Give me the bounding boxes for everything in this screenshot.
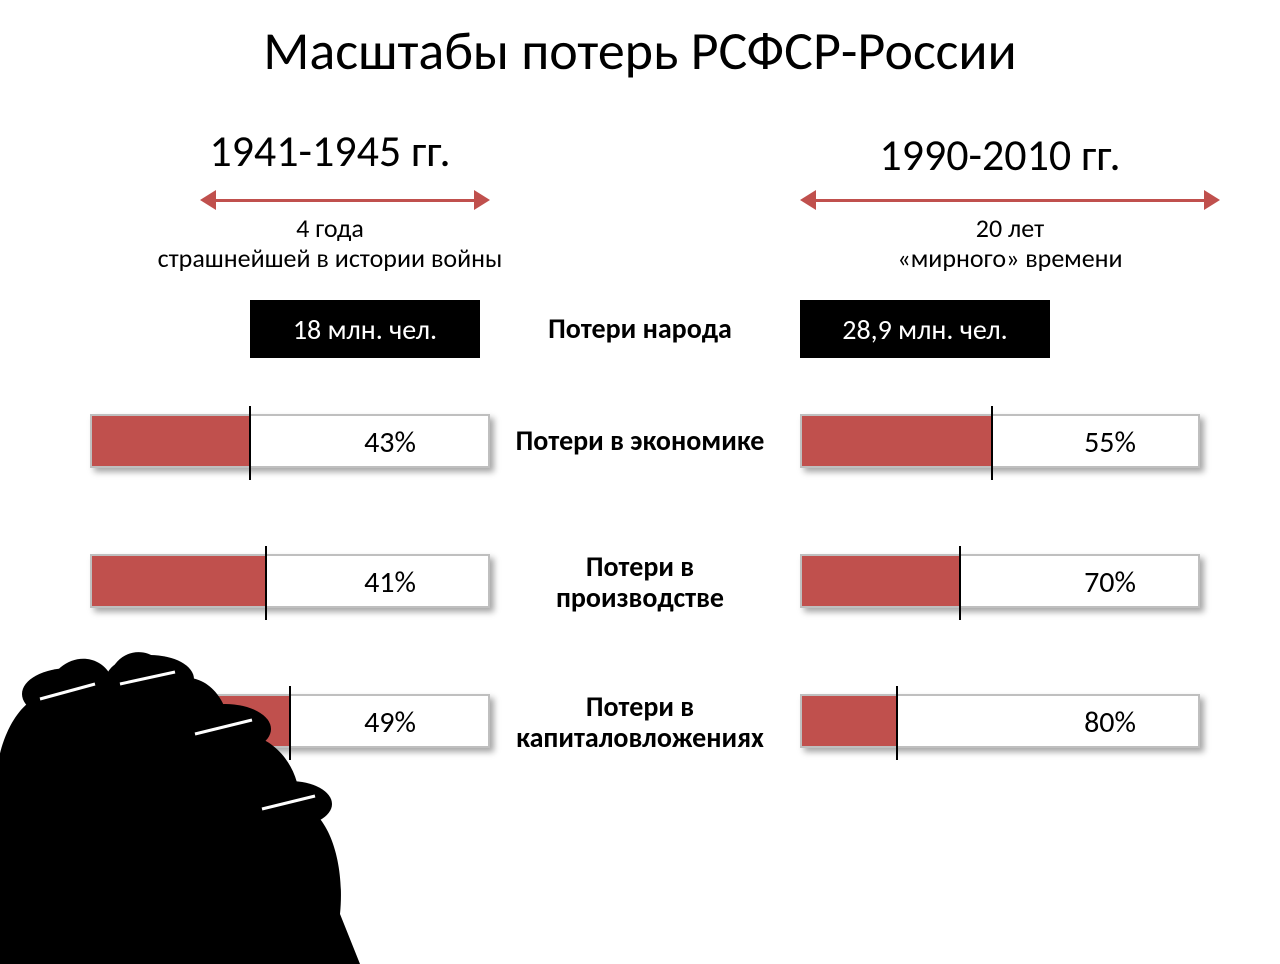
- bar-left-3-label: 49%: [340, 704, 440, 741]
- bar-fill: [802, 696, 897, 746]
- blackbox-left: 18 млн. чел.: [250, 300, 480, 358]
- arrow-right: [800, 190, 1220, 210]
- period-left: 1941-1945 гг.: [120, 124, 540, 178]
- bar-tick: [991, 406, 993, 480]
- arrow-head-right-icon: [1204, 190, 1220, 210]
- slide: Масштабы потерь РСФСР-России 1941-1945 г…: [0, 0, 1280, 964]
- bar-tick: [959, 546, 961, 620]
- bar-left-1-label: 43%: [340, 424, 440, 461]
- bar-right-3-label: 80%: [1060, 704, 1160, 741]
- sublabel-right: 20 лет «мирного» времени: [800, 214, 1220, 274]
- arrow-left: [200, 190, 490, 210]
- bar-right-2-label: 70%: [1060, 564, 1160, 601]
- bar-tick: [896, 686, 898, 760]
- blackbox-right: 28,9 млн. чел.: [800, 300, 1050, 358]
- bar-fill: [802, 416, 992, 466]
- bar-tick: [289, 686, 291, 760]
- arrow-head-right-icon: [474, 190, 490, 210]
- bar-fill: [92, 416, 250, 466]
- row-label-1: Потери в экономике: [510, 426, 770, 457]
- row-label-0: Потери народа: [510, 314, 770, 345]
- sublabel-left: 4 года страшнейшей в истории войны: [90, 214, 570, 274]
- bar-right-1-label: 55%: [1060, 424, 1160, 461]
- bar-tick: [265, 546, 267, 620]
- bar-fill: [92, 556, 266, 606]
- arrow-line: [810, 199, 1210, 202]
- period-right: 1990-2010 гг.: [780, 128, 1220, 182]
- bar-tick: [249, 406, 251, 480]
- arrow-line: [210, 199, 480, 202]
- bar-fill: [802, 556, 960, 606]
- row-label-2: Потери в производстве: [510, 552, 770, 614]
- slide-title: Масштабы потерь РСФСР-России: [0, 18, 1280, 84]
- bar-left-2-label: 41%: [340, 564, 440, 601]
- bar-fill: [92, 696, 290, 746]
- row-label-3: Потери в капиталовложениях: [510, 692, 770, 754]
